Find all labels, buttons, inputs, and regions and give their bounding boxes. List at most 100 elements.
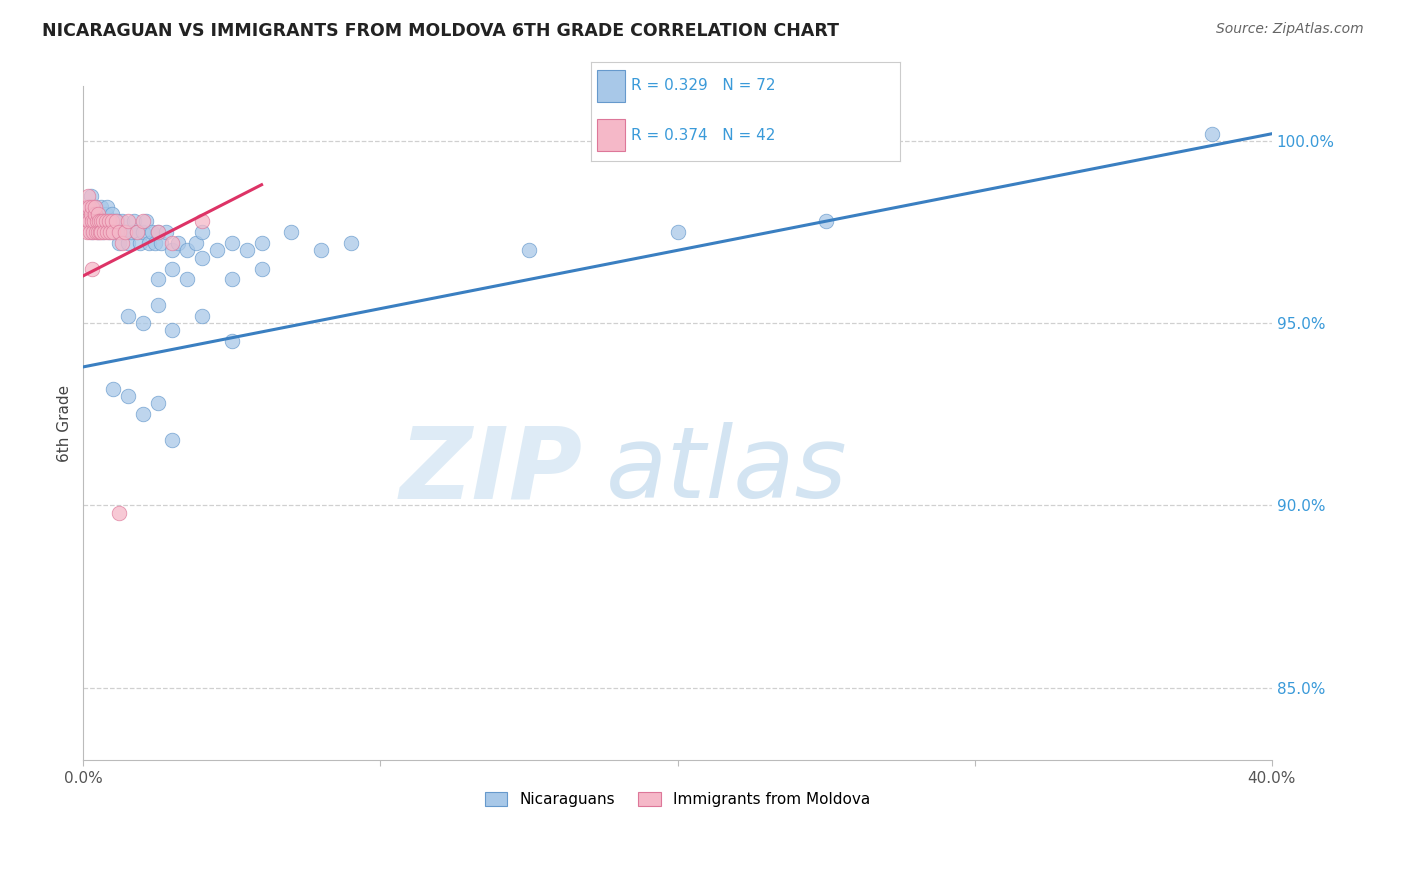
Point — [162, 235, 184, 250]
Point — [76, 225, 98, 239]
Point — [132, 214, 155, 228]
Point — [162, 433, 184, 447]
Point — [98, 225, 121, 239]
Point — [111, 235, 134, 250]
Point — [97, 214, 120, 228]
Bar — [596, 119, 624, 151]
Point — [101, 382, 124, 396]
Point — [103, 214, 125, 228]
Point — [155, 225, 177, 239]
Point — [79, 225, 101, 239]
Point — [108, 506, 131, 520]
Text: Source: ZipAtlas.com: Source: ZipAtlas.com — [1216, 22, 1364, 37]
Point — [132, 316, 155, 330]
Point — [122, 214, 145, 228]
Point — [167, 235, 190, 250]
Point — [76, 214, 98, 228]
Point — [186, 235, 208, 250]
Point — [146, 396, 169, 410]
Point — [176, 244, 198, 258]
Point — [98, 214, 121, 228]
Point — [87, 225, 110, 239]
Point — [125, 225, 148, 239]
Point — [101, 225, 124, 239]
Point — [86, 207, 108, 221]
Point — [162, 244, 184, 258]
Point — [75, 214, 97, 228]
Point — [96, 225, 118, 239]
Text: R = 0.374   N = 42: R = 0.374 N = 42 — [631, 128, 775, 143]
Point — [84, 200, 107, 214]
Point — [162, 323, 184, 337]
Point — [86, 214, 108, 228]
Point — [1201, 127, 1223, 141]
Point — [339, 235, 361, 250]
Point — [77, 214, 100, 228]
Point — [162, 261, 184, 276]
Point — [80, 207, 103, 221]
Point — [108, 225, 131, 239]
Point — [117, 389, 139, 403]
Point — [93, 214, 115, 228]
Point — [146, 272, 169, 286]
Point — [83, 207, 105, 221]
Text: ZIP: ZIP — [399, 422, 582, 519]
Point — [120, 225, 142, 239]
Point — [89, 225, 111, 239]
Point — [117, 214, 139, 228]
Point — [80, 188, 103, 202]
Point — [191, 251, 214, 265]
Text: NICARAGUAN VS IMMIGRANTS FROM MOLDOVA 6TH GRADE CORRELATION CHART: NICARAGUAN VS IMMIGRANTS FROM MOLDOVA 6T… — [42, 22, 839, 40]
Point — [75, 200, 97, 214]
Point — [84, 200, 107, 214]
Point — [89, 214, 111, 228]
Point — [77, 200, 100, 214]
Point — [93, 225, 115, 239]
Point — [83, 214, 105, 228]
Point — [114, 225, 136, 239]
Point — [135, 214, 157, 228]
Point — [82, 225, 104, 239]
Point — [110, 225, 132, 239]
Point — [176, 272, 198, 286]
Y-axis label: 6th Grade: 6th Grade — [58, 384, 72, 462]
Point — [104, 214, 127, 228]
Point — [100, 214, 122, 228]
Point — [90, 200, 112, 214]
Point — [132, 225, 155, 239]
Point — [117, 309, 139, 323]
Text: atlas: atlas — [606, 422, 848, 519]
Point — [87, 214, 110, 228]
Point — [191, 309, 214, 323]
Point — [149, 235, 172, 250]
Bar — [596, 70, 624, 102]
Point — [250, 235, 273, 250]
Point — [191, 214, 214, 228]
Point — [94, 207, 117, 221]
Point — [309, 244, 332, 258]
Point — [114, 225, 136, 239]
Point — [132, 407, 155, 421]
Point — [205, 244, 228, 258]
Point — [128, 235, 150, 250]
Point — [91, 214, 114, 228]
Point — [86, 214, 108, 228]
Point — [97, 225, 120, 239]
Point — [83, 207, 105, 221]
Point — [146, 225, 169, 239]
Point — [90, 225, 112, 239]
Point — [221, 235, 243, 250]
Point — [80, 214, 103, 228]
Point — [94, 214, 117, 228]
Text: R = 0.329   N = 72: R = 0.329 N = 72 — [631, 78, 775, 94]
Point — [666, 225, 689, 239]
Point — [108, 235, 131, 250]
Point — [138, 235, 160, 250]
Point — [76, 188, 98, 202]
Point — [82, 261, 104, 276]
Point — [146, 298, 169, 312]
Point — [91, 225, 114, 239]
Point — [82, 200, 104, 214]
Point — [84, 225, 107, 239]
Point — [107, 214, 129, 228]
